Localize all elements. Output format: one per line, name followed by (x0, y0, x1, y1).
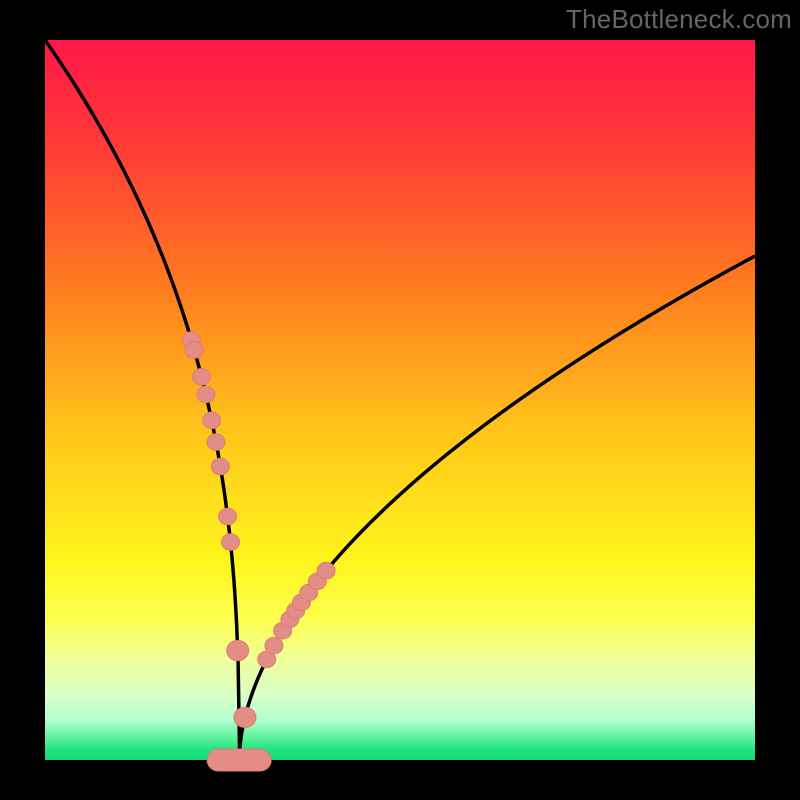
curve-marker (219, 508, 237, 525)
curve-marker (234, 707, 256, 727)
watermark-text: TheBottleneck.com (566, 4, 792, 35)
curve-marker (207, 434, 225, 451)
curve-marker (192, 369, 210, 386)
chart-svg (0, 0, 800, 800)
curve-marker (203, 412, 221, 429)
plot-background (45, 40, 755, 760)
curve-marker (227, 640, 249, 660)
curve-marker (185, 342, 203, 359)
curve-marker (317, 562, 335, 579)
chart-canvas: TheBottleneck.com (0, 0, 800, 800)
curve-marker (211, 458, 229, 475)
curve-marker-capsule (207, 749, 271, 771)
curve-marker (197, 386, 215, 403)
curve-marker (221, 534, 239, 551)
curve-marker (265, 637, 283, 654)
